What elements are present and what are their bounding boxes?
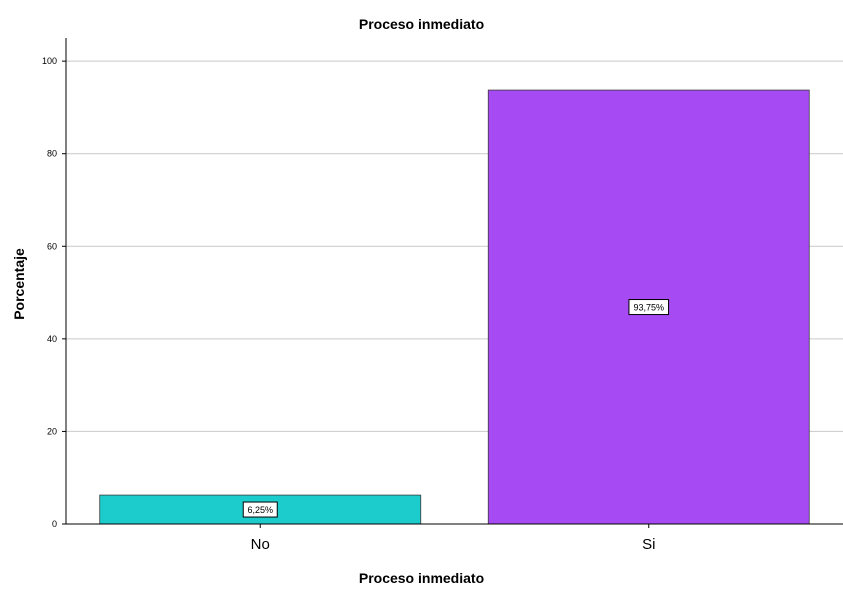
x-tick-label: No (251, 536, 270, 553)
x-axis-label: Proceso inmediato (358, 570, 485, 586)
y-tick-label: 100 (42, 56, 57, 66)
data-label: 93,75% (633, 303, 664, 313)
y-tick-label: 20 (47, 426, 57, 436)
y-tick-label: 40 (47, 334, 57, 344)
y-tick-label: 0 (52, 519, 57, 529)
y-tick-label: 80 (47, 149, 57, 159)
chart-title: Proceso inmediato (358, 16, 485, 32)
data-label-box (628, 299, 670, 316)
data-label-box (242, 501, 278, 518)
y-tick-label: 60 (47, 241, 57, 251)
data-label: 6,25% (247, 505, 273, 515)
x-tick-label: Si (642, 536, 655, 553)
